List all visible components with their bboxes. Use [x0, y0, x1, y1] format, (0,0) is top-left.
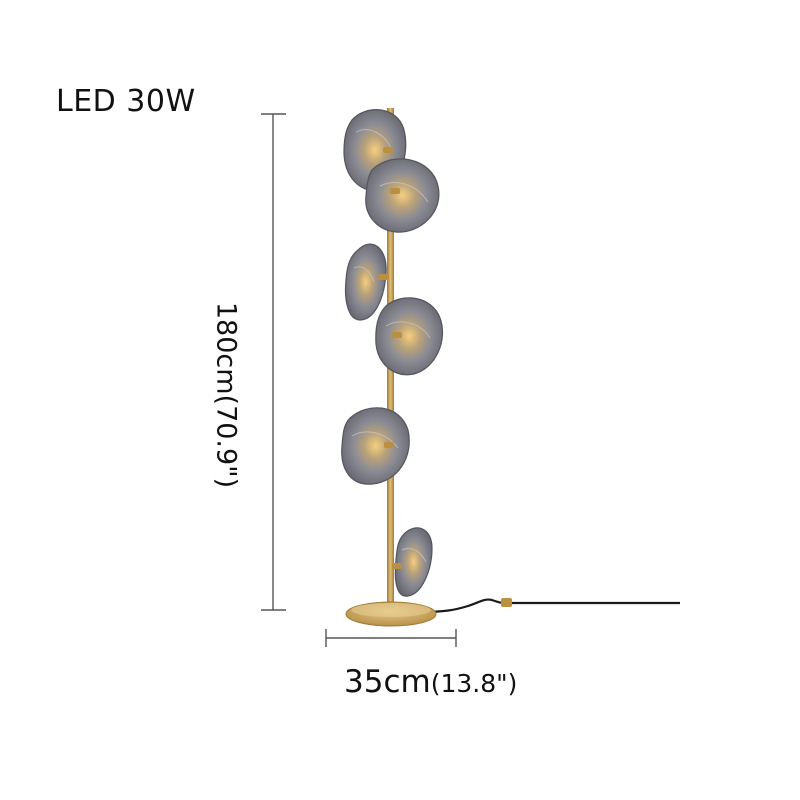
glass-shade	[375, 297, 444, 376]
glass-shade	[365, 158, 440, 233]
height-dimension	[261, 113, 286, 611]
width-dimension-label: 35cm(13.8")	[344, 664, 517, 700]
shade-mounts	[378, 147, 402, 569]
glass-shade	[394, 527, 433, 597]
glass-shade	[344, 243, 387, 321]
cord-switch	[501, 598, 512, 607]
width-metric: 35cm	[344, 664, 431, 700]
width-imperial: (13.8")	[430, 669, 518, 698]
width-dimension	[325, 629, 457, 647]
power-cord	[419, 598, 680, 614]
glass-shade	[341, 407, 410, 485]
power-rating-label: LED 30W	[56, 84, 196, 119]
height-dimension-label: 180cm(70.9")	[210, 301, 242, 489]
